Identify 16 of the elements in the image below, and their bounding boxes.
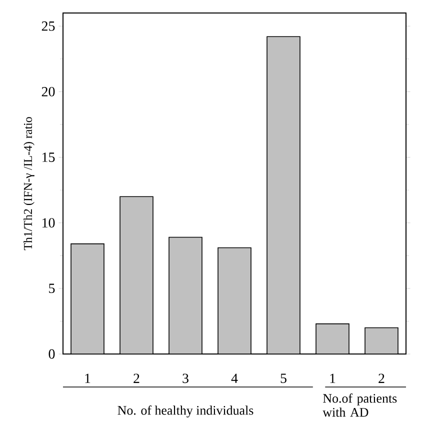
x-tick-label: 4: [231, 374, 238, 383]
y-tick-label: 0: [48, 349, 55, 359]
x-tick-label: 2: [378, 374, 384, 383]
text: No.of patients with AD: [322, 394, 397, 417]
y-axis-title: Th1/Th2 (IFN-γ /IL-4) ratio: [24, 117, 34, 250]
y-tick-label: 20: [42, 86, 55, 96]
x-tick-label: 2: [134, 374, 140, 383]
y-tick-label: 5: [49, 284, 55, 294]
x-tick-label: 3: [182, 374, 188, 384]
y-tick-label: 25: [42, 21, 55, 31]
x-tick-label: 5: [280, 374, 286, 383]
x-tick-label: 1: [330, 374, 336, 383]
y-tick-label: 15: [42, 152, 55, 162]
x-tick-label: 1: [85, 374, 90, 383]
text: No. of healthy individuals: [118, 406, 254, 418]
y-tick-label: 10: [42, 218, 55, 228]
